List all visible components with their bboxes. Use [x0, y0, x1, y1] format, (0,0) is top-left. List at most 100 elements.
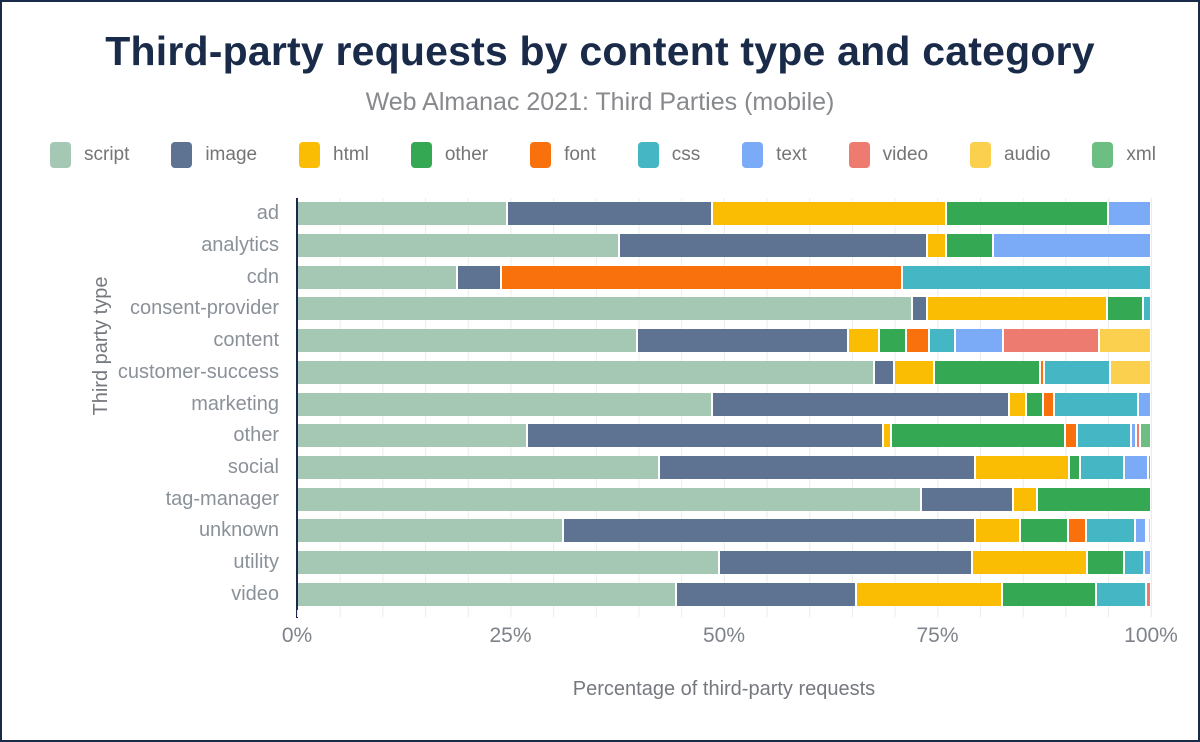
bar-segment-other-font[interactable]	[1064, 424, 1077, 447]
bar-segment-customer-success-font[interactable]	[1039, 361, 1045, 384]
bar-segment-video-css[interactable]	[1096, 583, 1146, 606]
bar-segment-unknown-script[interactable]	[297, 519, 563, 542]
bar-segment-cdn-image[interactable]	[456, 266, 502, 289]
bar-segment-tag-manager-html[interactable]	[1012, 488, 1037, 511]
bar-segment-other-xml[interactable]	[1139, 424, 1151, 447]
bar-row-unknown	[297, 519, 1151, 542]
legend-item-script[interactable]: script	[50, 142, 129, 168]
bar-segment-customer-success-audio[interactable]	[1109, 361, 1151, 384]
bar-segment-social-other[interactable]	[1069, 456, 1081, 479]
bar-segment-utility-image[interactable]	[718, 551, 972, 574]
bar-segment-consent-provider-image[interactable]	[911, 297, 928, 320]
bar-segment-other-other[interactable]	[891, 424, 1065, 447]
bar-segment-unknown-image[interactable]	[562, 519, 975, 542]
bar-segment-video-script[interactable]	[297, 583, 677, 606]
bar-segment-cdn-font[interactable]	[501, 266, 902, 289]
legend-item-image[interactable]: image	[171, 142, 257, 168]
bar-segment-marketing-other[interactable]	[1026, 393, 1044, 416]
bar-segment-utility-html[interactable]	[971, 551, 1087, 574]
bar-segment-content-image[interactable]	[636, 329, 848, 352]
bar-segment-consent-provider-css[interactable]	[1143, 297, 1151, 320]
bar-segment-analytics-script[interactable]	[297, 234, 619, 257]
bar-segment-marketing-css[interactable]	[1053, 393, 1139, 416]
bar-segment-utility-css[interactable]	[1123, 551, 1145, 574]
bar-segment-consent-provider-html[interactable]	[927, 297, 1107, 320]
bar-segment-other-text[interactable]	[1131, 424, 1136, 447]
bar-segment-other-video[interactable]	[1135, 424, 1140, 447]
bar-segment-video-image[interactable]	[676, 583, 857, 606]
bar-segment-content-audio[interactable]	[1098, 329, 1151, 352]
other-swatch-icon	[410, 142, 432, 168]
bar-segment-other-html[interactable]	[882, 424, 892, 447]
bar-segment-unknown-other[interactable]	[1020, 519, 1068, 542]
bar-segment-content-other[interactable]	[878, 329, 906, 352]
legend-item-audio[interactable]: audio	[970, 142, 1051, 168]
bar-segment-social-image[interactable]	[659, 456, 976, 479]
bar-segment-marketing-text[interactable]	[1138, 393, 1151, 416]
bar-segment-customer-success-css[interactable]	[1044, 361, 1110, 384]
bar-segment-other-css[interactable]	[1076, 424, 1132, 447]
bar-segment-content-css[interactable]	[928, 329, 955, 352]
bar-segment-unknown-css[interactable]	[1085, 519, 1136, 542]
bar-segment-tag-manager-image[interactable]	[921, 488, 1013, 511]
bar-segment-customer-success-script[interactable]	[297, 361, 875, 384]
bar-segment-marketing-image[interactable]	[712, 393, 1010, 416]
bar-segment-utility-script[interactable]	[297, 551, 719, 574]
bar-segment-other-script[interactable]	[297, 424, 527, 447]
legend-item-other[interactable]: other	[410, 142, 488, 168]
bar-segment-social-text[interactable]	[1123, 456, 1149, 479]
bar-segment-utility-text[interactable]	[1144, 551, 1151, 574]
bar-segment-marketing-script[interactable]	[297, 393, 713, 416]
legend-item-video[interactable]: video	[848, 142, 928, 168]
bar-segment-ad-text[interactable]	[1108, 202, 1151, 225]
bar-segment-analytics-html[interactable]	[927, 234, 947, 257]
bar-segment-analytics-image[interactable]	[618, 234, 928, 257]
bar-segment-customer-success-other[interactable]	[934, 361, 1040, 384]
bar-segment-ad-other[interactable]	[946, 202, 1109, 225]
bar-segment-customer-success-html[interactable]	[893, 361, 935, 384]
bar-segment-cdn-css[interactable]	[901, 266, 1151, 289]
category-label-unknown: unknown	[198, 519, 279, 541]
legend-item-font[interactable]: font	[530, 142, 596, 168]
bar-row-utility	[297, 551, 1151, 574]
bar-segment-customer-success-image[interactable]	[874, 361, 894, 384]
bar-segment-ad-image[interactable]	[507, 202, 713, 225]
bar-segment-other-image[interactable]	[526, 424, 883, 447]
category-label-consent-provider: consent-provider	[130, 297, 279, 319]
bar-segment-cdn-script[interactable]	[297, 266, 457, 289]
bar-row-tag-manager	[297, 488, 1151, 511]
bar-segment-social-script[interactable]	[297, 456, 660, 479]
bar-segment-marketing-font[interactable]	[1043, 393, 1054, 416]
bar-segment-consent-provider-script[interactable]	[297, 297, 912, 320]
bar-segment-unknown-html[interactable]	[974, 519, 1021, 542]
legend-item-html[interactable]: html	[299, 142, 369, 168]
bar-segment-video-other[interactable]	[1002, 583, 1097, 606]
bar-segment-ad-html[interactable]	[712, 202, 947, 225]
bar-segment-social-css[interactable]	[1080, 456, 1124, 479]
bar-segment-analytics-other[interactable]	[946, 234, 993, 257]
bar-segment-social-video[interactable]	[1148, 456, 1151, 479]
legend-item-text[interactable]: text	[742, 142, 807, 168]
bar-segment-social-html[interactable]	[975, 456, 1069, 479]
bar-segment-content-video[interactable]	[1003, 329, 1099, 352]
bar-segment-video-html[interactable]	[856, 583, 1003, 606]
bar-segment-content-font[interactable]	[905, 329, 929, 352]
bar-segment-unknown-font[interactable]	[1067, 519, 1086, 542]
bar-row-cdn	[297, 266, 1151, 289]
bar-segment-marketing-html[interactable]	[1009, 393, 1027, 416]
bar-segment-analytics-text[interactable]	[992, 234, 1151, 257]
bar-segment-tag-manager-other[interactable]	[1036, 488, 1151, 511]
bar-segment-unknown-video[interactable]	[1146, 519, 1149, 542]
bar-segment-ad-script[interactable]	[297, 202, 508, 225]
bar-segment-tag-manager-script[interactable]	[297, 488, 922, 511]
bar-segment-utility-other[interactable]	[1086, 551, 1124, 574]
bar-segment-consent-provider-other[interactable]	[1106, 297, 1144, 320]
legend-item-css[interactable]: css	[637, 142, 700, 168]
bar-segment-content-text[interactable]	[954, 329, 1004, 352]
legend-item-xml[interactable]: xml	[1092, 142, 1156, 168]
bar-segment-content-script[interactable]	[297, 329, 637, 352]
bar-segment-content-html[interactable]	[847, 329, 879, 352]
bar-segment-unknown-text[interactable]	[1135, 519, 1147, 542]
bar-segment-video-video[interactable]	[1145, 583, 1151, 606]
bar-segment-unknown-audio[interactable]	[1148, 519, 1151, 542]
